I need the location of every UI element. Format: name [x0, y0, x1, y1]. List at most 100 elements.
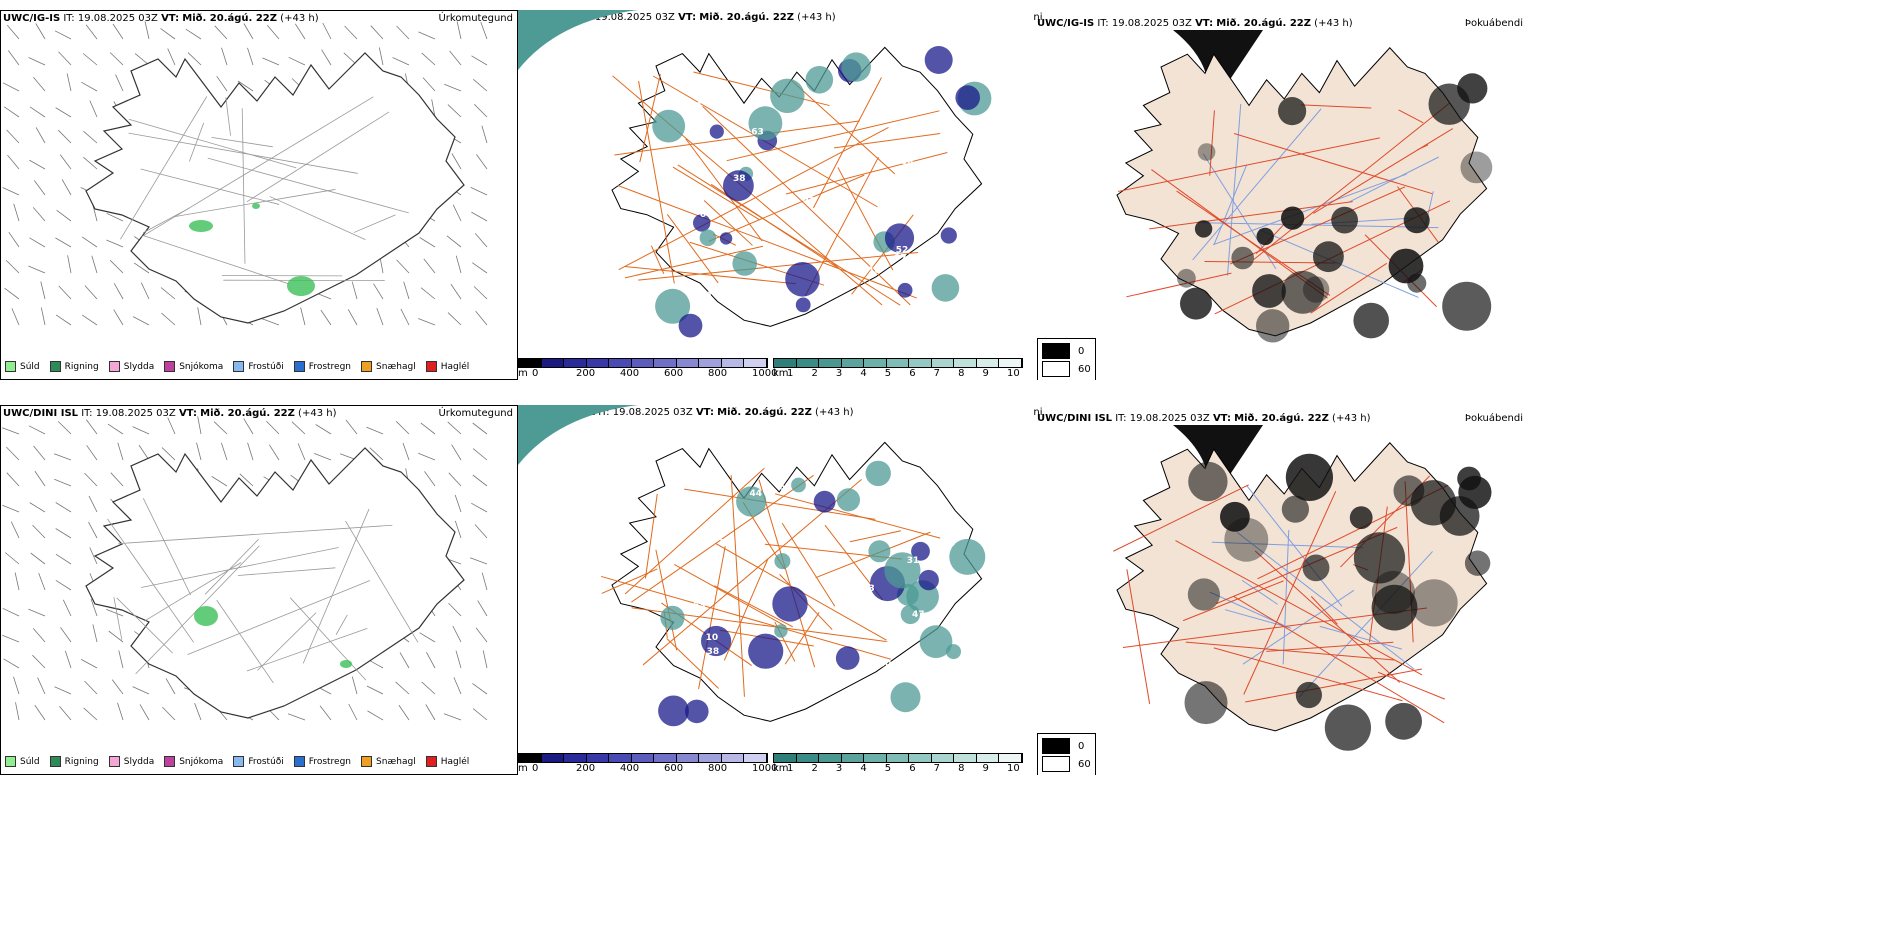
visibility-label: 95	[938, 160, 951, 170]
colorbar-tick: 2	[811, 763, 818, 774]
precip-legend: Súld Rigning Slydda Snjókoma Frostúði Frostre…	[5, 756, 469, 767]
visibility-label: 46	[800, 175, 813, 185]
legend-swatch	[108, 361, 120, 372]
visibility-label: 47	[885, 317, 898, 327]
precip-title: Úrkomutegund	[438, 13, 513, 24]
legend-swatch	[361, 756, 373, 767]
colorbar-tick: 0	[532, 763, 539, 774]
iceland-land	[1116, 442, 1488, 732]
rain-cells	[194, 606, 352, 668]
legend-label: Snæhagl	[376, 756, 416, 767]
vis-title: Skyggni	[1033, 407, 1043, 418]
fog-legend-value: 0	[1078, 345, 1085, 357]
fog-legend-item: 0	[1042, 342, 1091, 360]
visibility-label: 52	[896, 245, 909, 255]
road-network	[612, 71, 948, 306]
visibility-label: 47	[912, 610, 925, 620]
visibility-label: 16	[707, 291, 720, 301]
legend-swatch	[164, 756, 176, 767]
visibility-label: 50	[830, 252, 843, 262]
fog-index-areas	[1184, 453, 1492, 751]
visibility-label: 75	[720, 539, 733, 549]
visibility-label: 64	[700, 210, 713, 220]
road-network	[107, 498, 419, 684]
fog-legend: 0 60	[1037, 733, 1096, 775]
fog-map	[1113, 425, 1492, 751]
vis-title: Skyggni	[1033, 12, 1043, 23]
colorbar-tick: 200	[576, 368, 596, 379]
visibility-label: 10	[780, 195, 793, 205]
legend-item: Rigning	[49, 361, 99, 372]
precip-legend: Súld Rigning Slydda Snjókoma Frostúði Frostre…	[5, 361, 469, 372]
colorbar-tick: 400	[620, 763, 640, 774]
height-colorbar: m 0 200 400 600 800 1000	[518, 358, 777, 380]
colorbar-tick: 8	[958, 368, 965, 379]
iceland-coastline	[611, 441, 983, 722]
colorbar-strip	[518, 753, 768, 763]
visibility-label: 44	[887, 141, 900, 151]
visibility-label: 63	[693, 601, 706, 611]
panel-header: UWC/IG-IS IT: 19.08.2025 03Z VT: Mið. 20…	[3, 13, 319, 24]
colorbar-unit: km	[773, 368, 789, 379]
colorbar-tick: 5	[884, 368, 892, 379]
legend-label: Frostúði	[248, 361, 284, 372]
sea-fog-area	[518, 10, 638, 70]
legend-swatch	[425, 756, 437, 767]
colorbar-tick: 4	[860, 763, 867, 774]
legend-item: Slydda	[108, 756, 154, 767]
legend-swatch	[49, 756, 61, 767]
iceland-coastline	[85, 447, 465, 719]
colorbar-unit: m	[518, 763, 528, 774]
legend-label: Frostúði	[248, 756, 284, 767]
fog-legend-swatch	[1042, 361, 1070, 377]
colorbar-tick: 1000	[752, 368, 778, 379]
colorbar-unit: m	[518, 368, 528, 379]
legend-label: Frostregn	[308, 756, 352, 767]
colorbar-tick: 1	[787, 763, 794, 774]
visibility-label: 38	[707, 647, 720, 657]
fog-panel-row2: Skyggni UWC/DINI ISL IT: 19.08.2025 03Z …	[1033, 405, 1533, 775]
visibility-label: 14	[689, 101, 702, 111]
legend-label: Frostregn	[308, 361, 352, 372]
colorbar-tick: 7	[933, 368, 941, 379]
visibility-label: 60	[879, 660, 892, 670]
colorbar-strip	[518, 358, 768, 368]
fog-index-areas	[1177, 73, 1493, 343]
colorbar-tick: 2	[811, 368, 818, 379]
km-colorbar: km 1 2 3 4 5 6 7 8 9 10	[773, 753, 1023, 775]
colorbar-tick: 7	[933, 763, 941, 774]
colorbar-tick: 6	[909, 763, 916, 774]
visibility-label: 10	[868, 266, 881, 276]
fog-legend-item: 0	[1042, 737, 1091, 755]
colorbar-tick: 400	[620, 368, 640, 379]
legend-label: Snæhagl	[376, 361, 416, 372]
colorbar-tick: 6	[909, 368, 916, 379]
legend-swatch	[5, 361, 16, 372]
visibility-label: 44	[750, 489, 763, 499]
legend-item: Frostúði	[233, 756, 284, 767]
fog-legend-swatch	[1042, 738, 1070, 754]
visibility-label: 55	[803, 194, 816, 204]
colorbar-tick: 800	[708, 368, 728, 379]
legend-item: Súld	[5, 756, 40, 767]
legend-swatch	[233, 756, 245, 767]
fog-legend-item: 60	[1042, 755, 1091, 773]
legend-label: Súld	[20, 361, 40, 372]
visibility-label: 38	[901, 160, 914, 170]
visibility-labels: 55 64 38 50 97 97 44 10 47 10 16 70 52 46 96 63 43 95 38 14	[680, 101, 968, 327]
visibility-label: 43	[956, 250, 969, 260]
legend-swatch	[233, 361, 245, 372]
fog-legend-value: 60	[1078, 363, 1091, 375]
colorbar-tick: 200	[576, 763, 596, 774]
colorbar-unit: km	[773, 763, 789, 774]
colorbar-tick: 1000	[752, 763, 778, 774]
colorbar-tick: 800	[708, 763, 728, 774]
legend-swatch	[293, 756, 305, 767]
low-visibility-areas	[658, 460, 986, 727]
colorbar-tick: 600	[664, 368, 684, 379]
fog-legend-value: 60	[1078, 758, 1091, 770]
colorbar-tick: 5	[884, 763, 892, 774]
fog-legend: 0 60	[1037, 338, 1096, 380]
fog-legend-swatch	[1042, 343, 1070, 359]
fog-legend-swatch	[1042, 756, 1070, 772]
